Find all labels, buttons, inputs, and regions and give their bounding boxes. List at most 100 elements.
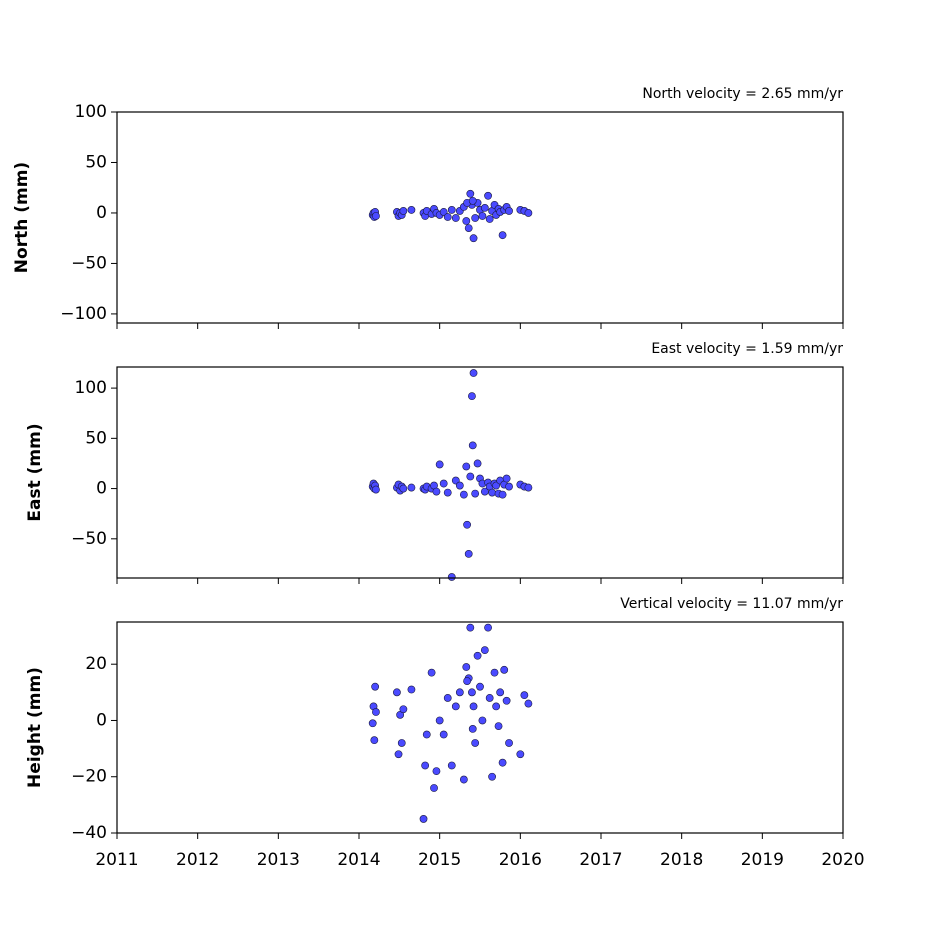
point	[419, 815, 428, 823]
point	[407, 206, 416, 214]
y-tick-label: 100	[75, 378, 107, 398]
point	[488, 488, 496, 497]
point	[455, 481, 464, 490]
point	[469, 369, 478, 377]
point	[476, 682, 484, 691]
point	[427, 668, 436, 677]
point	[443, 488, 452, 497]
point	[432, 487, 441, 496]
point	[469, 234, 478, 243]
point	[371, 682, 380, 691]
point	[464, 549, 473, 558]
y-tick-label: 0	[96, 479, 107, 499]
point	[468, 196, 477, 205]
x-tick-label: 2012	[176, 850, 219, 870]
point	[422, 730, 431, 739]
point	[432, 767, 441, 776]
point	[498, 490, 507, 499]
point	[463, 677, 471, 685]
x-tick-label: 2020	[821, 850, 864, 870]
point	[496, 688, 505, 697]
y-tick-label: −50	[71, 529, 107, 549]
point	[473, 651, 482, 660]
point	[485, 215, 494, 223]
point	[468, 725, 477, 733]
y-tick-label: 50	[85, 152, 107, 172]
point	[502, 474, 511, 483]
y-tick-label: −100	[60, 304, 107, 324]
point	[394, 750, 403, 759]
point	[484, 191, 492, 200]
point	[505, 207, 513, 215]
point	[468, 441, 477, 450]
x-tick-label: 2018	[660, 850, 703, 870]
y-tick-label: 50	[85, 428, 107, 448]
point	[490, 668, 499, 677]
point	[439, 479, 448, 488]
y-tick-label: 20	[85, 654, 107, 674]
point	[466, 623, 475, 632]
point	[473, 459, 482, 468]
plot-frame	[116, 621, 844, 834]
x-tick-label: 2015	[418, 850, 461, 870]
point	[464, 224, 473, 233]
point	[516, 750, 525, 759]
point	[480, 204, 489, 212]
point	[498, 758, 507, 767]
point	[447, 573, 456, 581]
point	[462, 217, 471, 225]
x-tick-label: 2017	[579, 850, 622, 870]
annotation: Vertical velocity = 11.07 mm/yr	[620, 596, 843, 612]
point	[524, 209, 533, 217]
annotation: North velocity = 2.65 mm/yr	[642, 86, 843, 102]
point	[443, 213, 452, 221]
point	[469, 702, 478, 711]
y-axis-label: East (mm)	[25, 423, 45, 521]
point	[459, 490, 468, 499]
point	[435, 460, 444, 469]
point	[447, 761, 456, 770]
y-tick-label: 0	[96, 203, 107, 223]
point	[443, 694, 452, 702]
point	[399, 484, 408, 493]
point	[484, 623, 492, 632]
point	[368, 719, 377, 728]
x-tick-label: 2011	[95, 850, 138, 870]
y-tick-label: 100	[75, 102, 107, 122]
point	[471, 739, 480, 747]
point	[468, 688, 476, 697]
point	[372, 212, 380, 220]
point	[399, 207, 408, 215]
y-tick-label: −20	[71, 767, 107, 787]
point	[463, 520, 471, 529]
point	[498, 231, 507, 240]
point	[480, 646, 489, 655]
point	[372, 708, 380, 716]
point	[505, 739, 513, 747]
x-tick-label: 2016	[499, 850, 542, 870]
point	[407, 685, 416, 694]
point	[505, 482, 513, 491]
annotation: East velocity = 1.59 mm/yr	[651, 341, 843, 357]
point	[447, 206, 456, 214]
point	[399, 705, 408, 714]
plot-frame	[116, 111, 844, 324]
y-tick-label: −40	[71, 823, 107, 843]
point	[478, 212, 487, 220]
point	[393, 688, 401, 697]
plot-frame	[116, 366, 844, 579]
point	[471, 489, 480, 498]
point	[524, 699, 533, 708]
point	[462, 663, 471, 671]
point	[478, 716, 487, 725]
point	[462, 462, 471, 471]
y-axis-label: North (mm)	[12, 162, 32, 273]
point	[407, 483, 416, 492]
point	[520, 691, 529, 700]
point	[494, 722, 503, 730]
point	[500, 665, 509, 674]
point	[471, 214, 480, 222]
point	[466, 189, 475, 198]
point	[370, 736, 379, 745]
